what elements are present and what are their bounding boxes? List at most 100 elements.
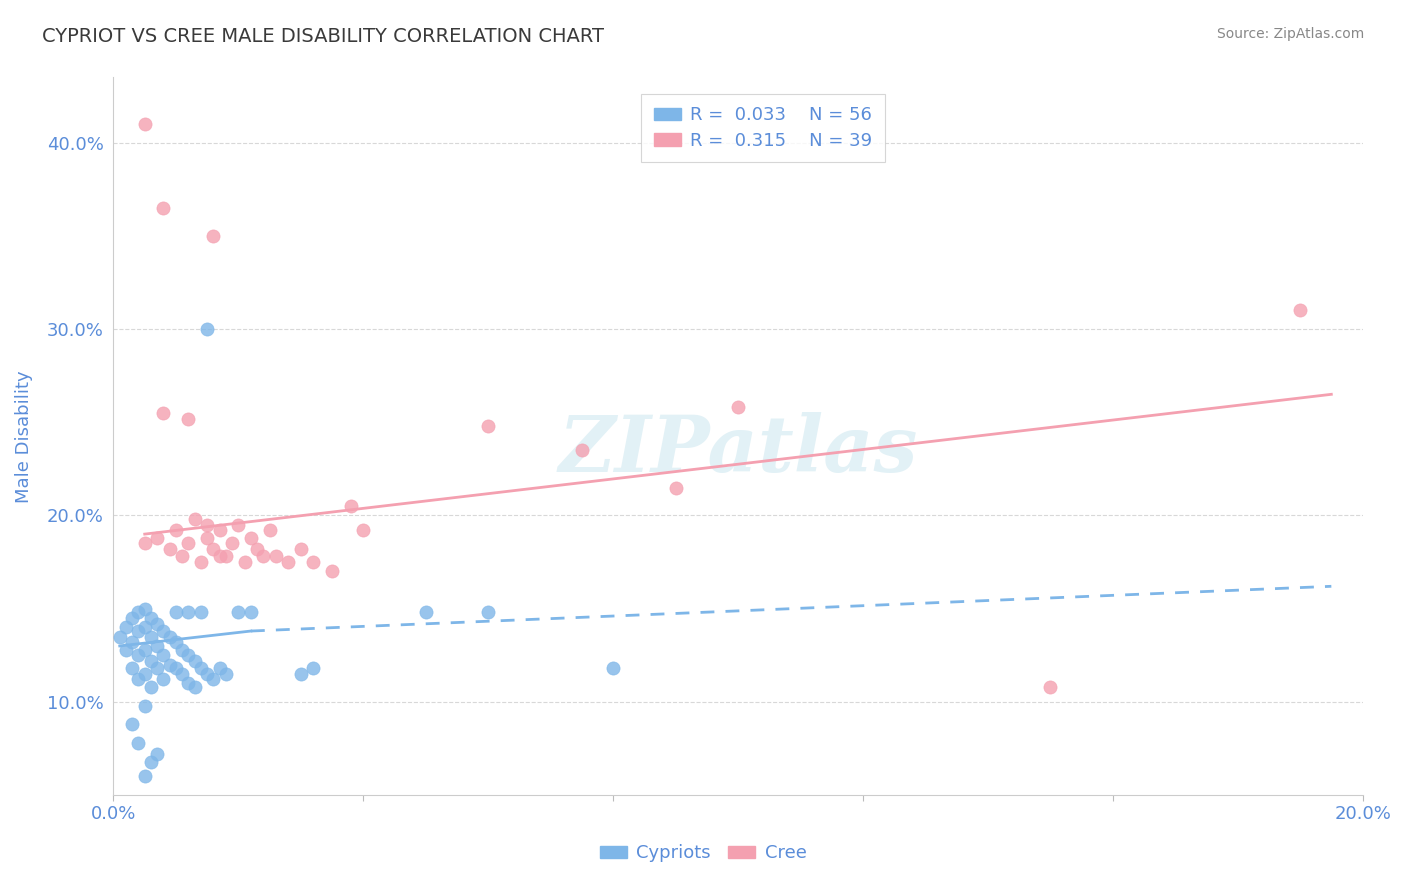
Point [727, 401, 749, 415]
Point [134, 620, 156, 634]
Point [321, 565, 343, 579]
Text: Source: ZipAtlas.com: Source: ZipAtlas.com [1216, 27, 1364, 41]
Point [302, 661, 325, 675]
Point [239, 531, 262, 545]
Point [172, 667, 194, 681]
Point [183, 680, 205, 694]
Point [152, 624, 174, 638]
Point [127, 606, 149, 620]
Point [172, 549, 194, 564]
Point [159, 657, 181, 672]
Legend: Cypriots, Cree: Cypriots, Cree [592, 838, 814, 870]
Point [252, 549, 274, 564]
Point [139, 654, 162, 668]
Point [127, 736, 149, 750]
Legend: R =  0.033    N = 56, R =  0.315    N = 39: R = 0.033 N = 56, R = 0.315 N = 39 [641, 94, 884, 162]
Point [165, 661, 187, 675]
Point [134, 601, 156, 615]
Point [215, 667, 238, 681]
Point [239, 606, 262, 620]
Point [664, 481, 686, 495]
Point [152, 201, 174, 215]
Point [165, 524, 187, 538]
Point [165, 606, 187, 620]
Point [1039, 680, 1062, 694]
Point [177, 536, 200, 550]
Point [259, 524, 281, 538]
Point [146, 639, 169, 653]
Point [177, 411, 200, 425]
Point [146, 747, 169, 761]
Point [190, 606, 212, 620]
Point [202, 228, 225, 243]
Point [228, 606, 250, 620]
Point [165, 635, 187, 649]
Point [290, 541, 312, 556]
Point [159, 541, 181, 556]
Point [134, 667, 156, 681]
Point [190, 661, 212, 675]
Point [134, 642, 156, 657]
Point [1289, 303, 1312, 318]
Point [415, 606, 437, 620]
Point [183, 654, 205, 668]
Point [177, 606, 200, 620]
Point [202, 541, 225, 556]
Point [477, 606, 499, 620]
Point [134, 117, 156, 131]
Point [127, 624, 149, 638]
Point [146, 661, 169, 675]
Point [477, 419, 499, 434]
Y-axis label: Male Disability: Male Disability [15, 370, 32, 502]
Point [177, 648, 200, 663]
Point [177, 676, 200, 690]
Point [139, 755, 162, 769]
Point [159, 630, 181, 644]
Point [215, 549, 238, 564]
Point [264, 549, 287, 564]
Point [571, 443, 593, 458]
Point [152, 648, 174, 663]
Point [208, 549, 231, 564]
Point [152, 673, 174, 687]
Point [127, 673, 149, 687]
Point [127, 648, 149, 663]
Point [195, 322, 218, 336]
Point [190, 555, 212, 569]
Point [302, 555, 325, 569]
Point [108, 630, 131, 644]
Point [134, 536, 156, 550]
Point [277, 555, 299, 569]
Point [202, 673, 225, 687]
Point [115, 620, 138, 634]
Point [134, 769, 156, 783]
Point [246, 541, 269, 556]
Point [183, 512, 205, 526]
Point [139, 630, 162, 644]
Point [290, 667, 312, 681]
Point [115, 642, 138, 657]
Point [208, 661, 231, 675]
Point [352, 524, 374, 538]
Point [195, 531, 218, 545]
Point [233, 555, 256, 569]
Point [134, 698, 156, 713]
Point [139, 611, 162, 625]
Point [195, 667, 218, 681]
Point [228, 517, 250, 532]
Point [146, 531, 169, 545]
Point [121, 635, 143, 649]
Point [139, 680, 162, 694]
Point [146, 616, 169, 631]
Point [340, 499, 363, 513]
Point [602, 661, 624, 675]
Point [121, 717, 143, 731]
Text: ZIPatlas: ZIPatlas [558, 412, 918, 489]
Point [172, 642, 194, 657]
Point [208, 524, 231, 538]
Point [121, 611, 143, 625]
Point [195, 517, 218, 532]
Point [221, 536, 243, 550]
Point [152, 406, 174, 420]
Point [121, 661, 143, 675]
